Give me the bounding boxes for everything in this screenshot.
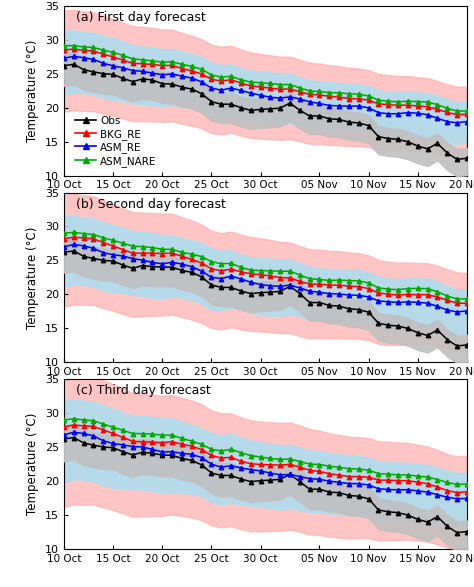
- Legend: Obs, BKG_RE, ASM_RE, ASM_NARE: Obs, BKG_RE, ASM_RE, ASM_NARE: [73, 114, 159, 168]
- Y-axis label: Temperature (°C): Temperature (°C): [27, 39, 39, 142]
- Text: (a) First day forecast: (a) First day forecast: [76, 11, 206, 24]
- Text: (b) Second day forecast: (b) Second day forecast: [76, 198, 226, 211]
- Y-axis label: Temperature (°C): Temperature (°C): [27, 226, 39, 329]
- Y-axis label: Temperature (°C): Temperature (°C): [27, 413, 39, 515]
- Text: (c) Third day forecast: (c) Third day forecast: [76, 384, 211, 397]
